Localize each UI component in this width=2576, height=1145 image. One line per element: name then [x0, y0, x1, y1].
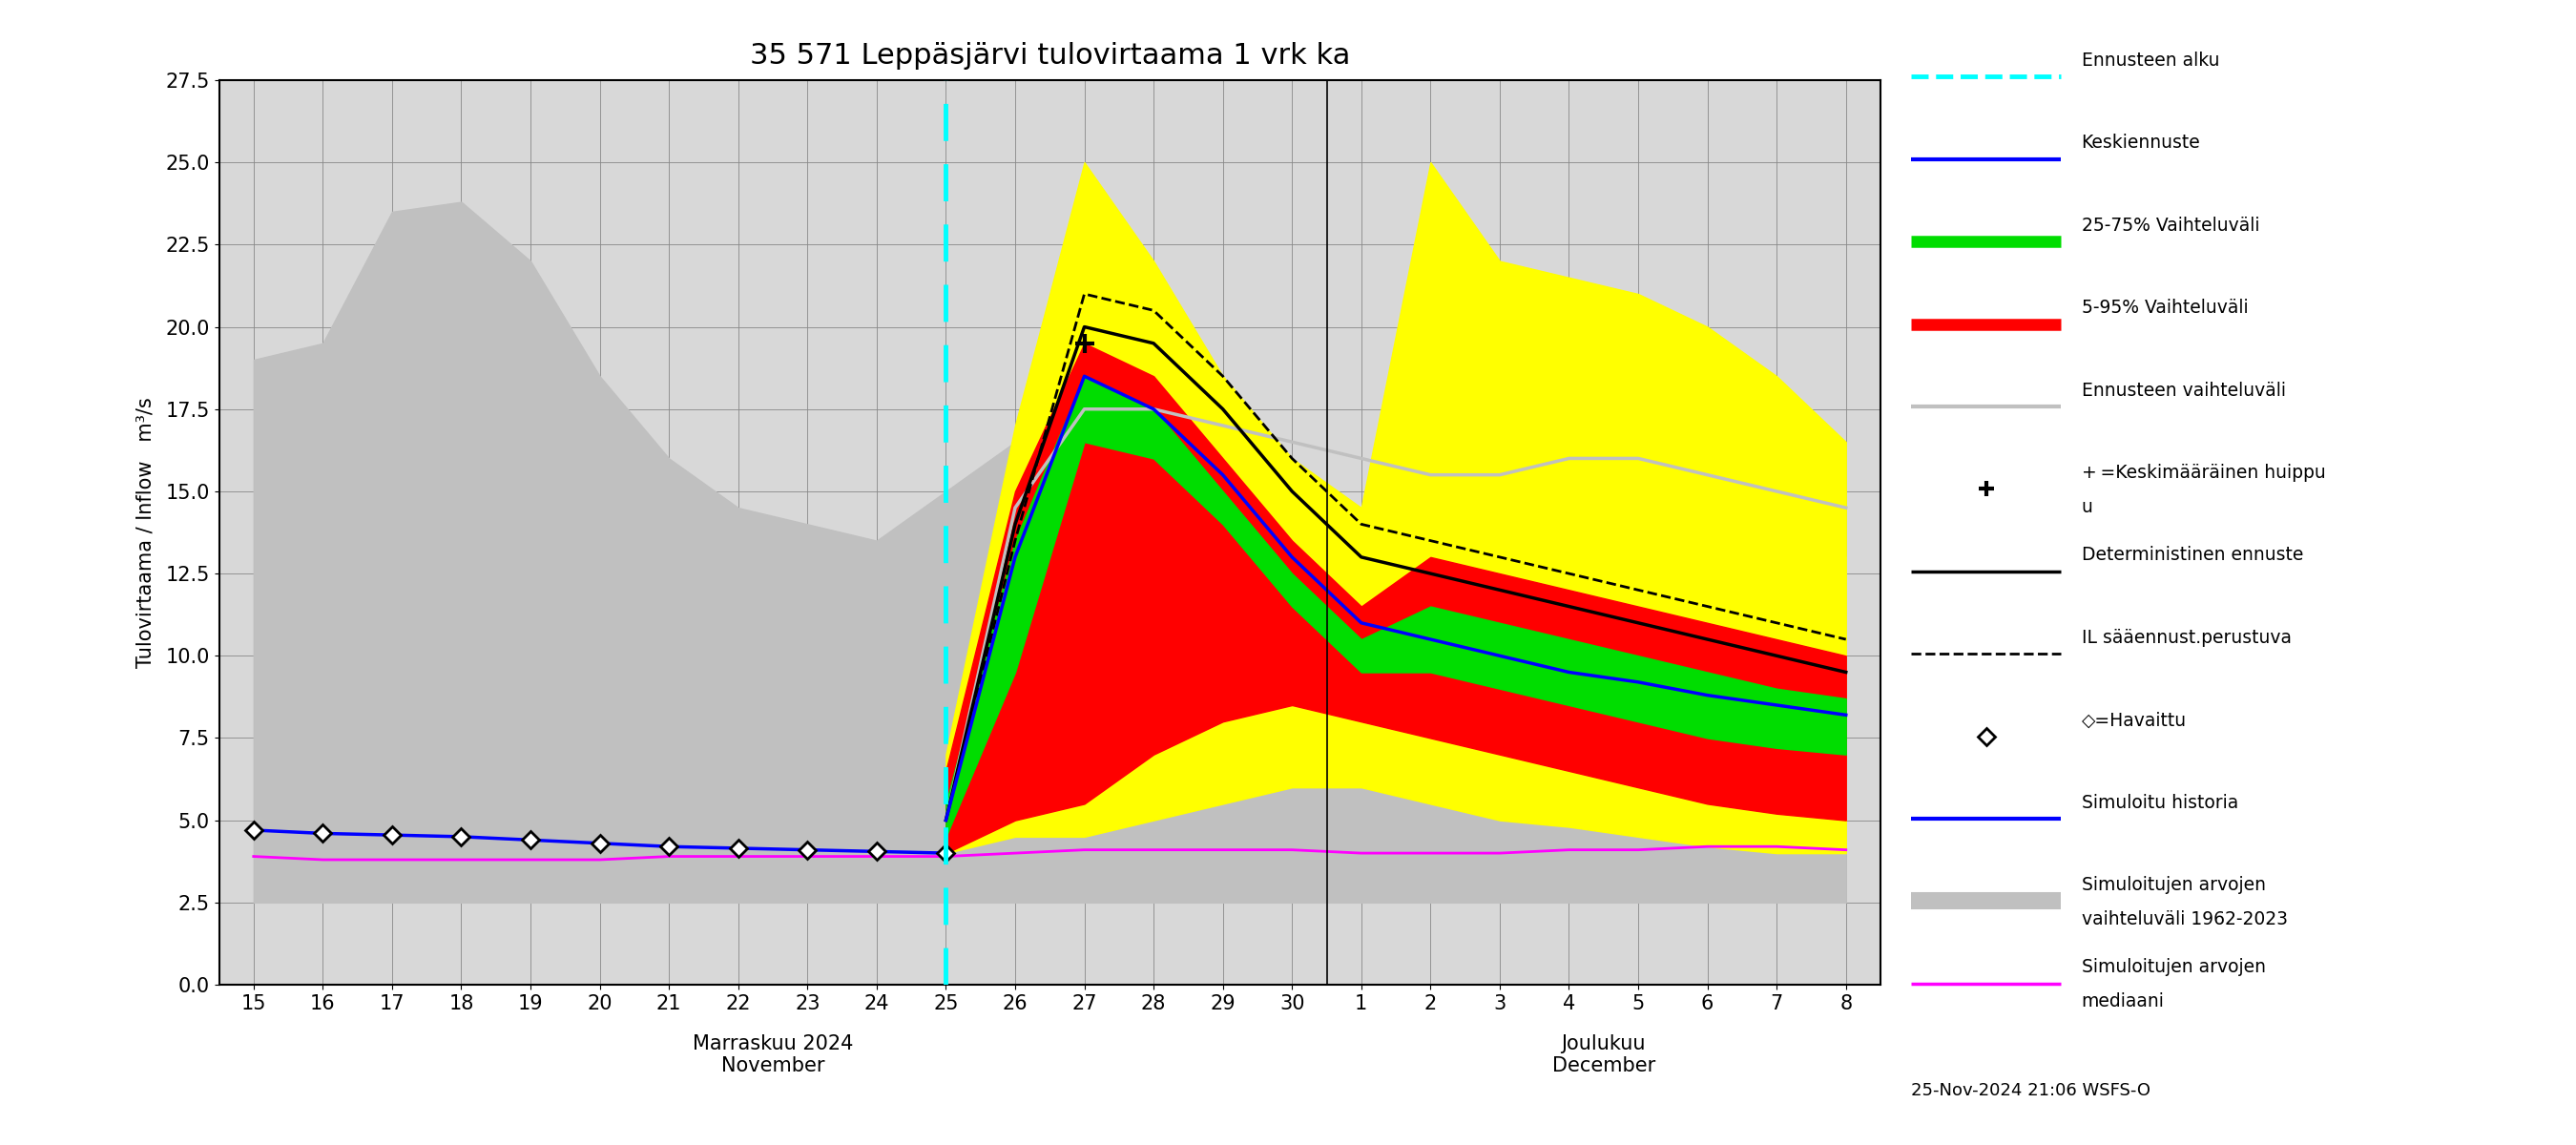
Text: vaihteluväli 1962-2023: vaihteluväli 1962-2023 — [2081, 910, 2287, 929]
Text: Simuloitu historia: Simuloitu historia — [2081, 793, 2239, 812]
Text: Marraskuu 2024
November: Marraskuu 2024 November — [693, 1034, 853, 1075]
Text: + =Keskimääräinen huippu: + =Keskimääräinen huippu — [2081, 464, 2326, 482]
Text: IL sääennust.perustuva: IL sääennust.perustuva — [2081, 629, 2290, 647]
Y-axis label: Tulovirtaama / Inflow   m³/s: Tulovirtaama / Inflow m³/s — [137, 397, 155, 668]
Text: Simuloitujen arvojen: Simuloitujen arvojen — [2081, 876, 2264, 894]
Text: 25-75% Vaihteluväli: 25-75% Vaihteluväli — [2081, 216, 2259, 235]
Text: Deterministinen ennuste: Deterministinen ennuste — [2081, 546, 2303, 564]
Text: Ennusteen alku: Ennusteen alku — [2081, 52, 2221, 70]
Text: Joulukuu
December: Joulukuu December — [1551, 1034, 1656, 1075]
Text: Simuloitujen arvojen: Simuloitujen arvojen — [2081, 958, 2264, 977]
Text: Keskiennuste: Keskiennuste — [2081, 134, 2200, 152]
Text: Ennusteen vaihteluväli: Ennusteen vaihteluväli — [2081, 381, 2285, 400]
Text: mediaani: mediaani — [2081, 993, 2164, 1011]
Text: ◇=Havaittu: ◇=Havaittu — [2081, 711, 2187, 729]
Text: 25-Nov-2024 21:06 WSFS-O: 25-Nov-2024 21:06 WSFS-O — [1911, 1082, 2151, 1099]
Text: u: u — [2081, 498, 2092, 516]
Title: 35 571 Leppäsjärvi tulovirtaama 1 vrk ka: 35 571 Leppäsjärvi tulovirtaama 1 vrk ka — [750, 42, 1350, 70]
Text: 5-95% Vaihteluväli: 5-95% Vaihteluväli — [2081, 299, 2249, 317]
